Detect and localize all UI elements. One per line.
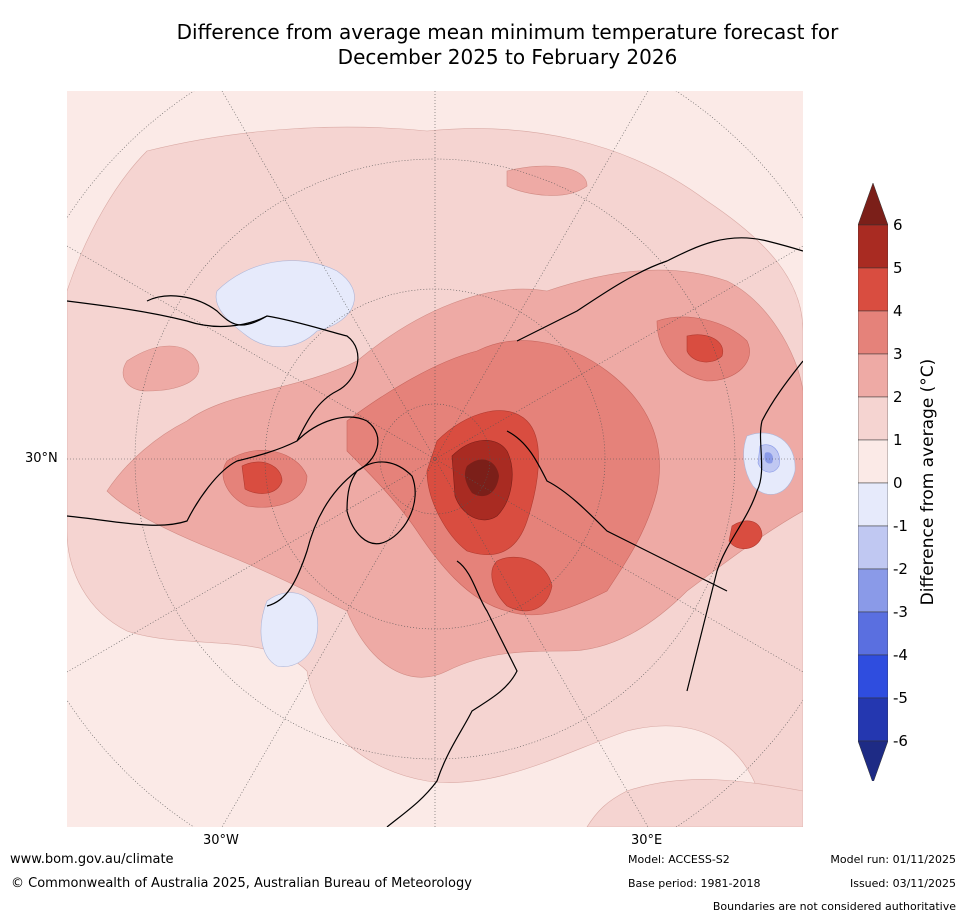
- anomaly-band-2-3-pacific: [122, 345, 200, 392]
- colorbar-title: Difference from average (°C): [918, 358, 938, 606]
- coastline-russia-north: [506, 430, 728, 592]
- colorbar-cell: [858, 224, 888, 269]
- footer-disclaimer: Boundaries are not considered authoritat…: [712, 900, 956, 913]
- meridian-30w: [221, 91, 649, 827]
- meridian-60w: [67, 245, 803, 673]
- meridian-60e: [67, 245, 803, 673]
- colorbar-cell: [858, 482, 888, 527]
- anomaly-band-4-5-manchuria: [728, 520, 763, 549]
- colorbar-cell: [858, 439, 888, 484]
- title-line-2: December 2025 to February 2026: [337, 45, 678, 69]
- anomaly-band-4-5-yukon: [241, 461, 283, 494]
- footer-model-run: Model run: 01/11/2025: [830, 853, 956, 866]
- colorbar-cell: [858, 568, 888, 613]
- colorbar-tick-label: 5: [893, 259, 903, 277]
- footer-website[interactable]: www.bom.gov.au/climate: [10, 852, 174, 867]
- coastline-siberia: [516, 237, 803, 342]
- colorbar-cells: [858, 183, 888, 781]
- lat-label-30n: 30°N: [25, 451, 58, 466]
- colorbar-tick-label: -3: [893, 603, 908, 621]
- anomaly-band-neg1-0-pacific: [215, 260, 355, 347]
- colorbar-cell: [858, 654, 888, 699]
- coastline-north-america: [67, 300, 359, 526]
- colorbar-tick-label: -4: [893, 646, 908, 664]
- lon-label-30e: 30°E: [631, 833, 663, 848]
- colorbar: [858, 183, 888, 781]
- colorbar-tick-label: -2: [893, 560, 908, 578]
- anomaly-band-neg1-0-atlantic: [260, 592, 319, 667]
- coastline-greenland: [346, 461, 416, 545]
- coastline-alaska: [146, 295, 268, 326]
- anomaly-band-neg3-neg2: [764, 452, 774, 464]
- anomaly-map: [67, 91, 803, 827]
- lon-label-30w: 30°W: [203, 833, 239, 848]
- colorbar-tick-label: 6: [893, 216, 903, 234]
- title-line-1: Difference from average mean minimum tem…: [176, 20, 839, 44]
- colorbar-cell: [858, 267, 888, 312]
- colorbar-tick-label: 0: [893, 474, 903, 492]
- colorbar-cell: [858, 611, 888, 656]
- map-svg: [67, 91, 803, 827]
- colorbar-tick-label: -6: [893, 732, 908, 750]
- colorbar-tick-label: 4: [893, 302, 903, 320]
- colorbar-tick-label: 1: [893, 431, 903, 449]
- latitude-circle-45: [134, 158, 736, 760]
- chart-title: Difference from average mean minimum tem…: [0, 20, 965, 70]
- coastline-east-asia: [686, 360, 803, 692]
- colorbar-tick-label: 3: [893, 345, 903, 363]
- coastline-scandinavia: [386, 560, 518, 827]
- anomaly-band-1-2-south: [586, 779, 803, 827]
- colorbar-cell: [858, 525, 888, 570]
- footer-issued: Issued: 03/11/2025: [849, 877, 956, 890]
- colorbar-cell: [858, 353, 888, 398]
- anomaly-band-above-6: [464, 459, 499, 497]
- colorbar-tick-label: 2: [893, 388, 903, 406]
- footer-copyright: © Commonwealth of Australia 2025, Austra…: [11, 876, 472, 891]
- graticule: [67, 91, 803, 827]
- colorbar-cell: [858, 310, 888, 355]
- footer-base-period: Base period: 1981-2018: [628, 877, 761, 890]
- coastlines: [67, 237, 803, 827]
- colorbar-tick-label: -1: [893, 517, 908, 535]
- colorbar-cell: [858, 183, 888, 226]
- anomaly-band-4-5-yakutia: [686, 334, 724, 363]
- colorbar-cell: [858, 697, 888, 742]
- meridian-30e: [221, 91, 649, 827]
- colorbar-tick-label: -5: [893, 689, 908, 707]
- footer-model: Model: ACCESS-S2: [628, 853, 730, 866]
- colorbar-cell: [858, 396, 888, 441]
- anomaly-band-4-5-scandinavia: [491, 556, 553, 612]
- colorbar-cell: [858, 740, 888, 781]
